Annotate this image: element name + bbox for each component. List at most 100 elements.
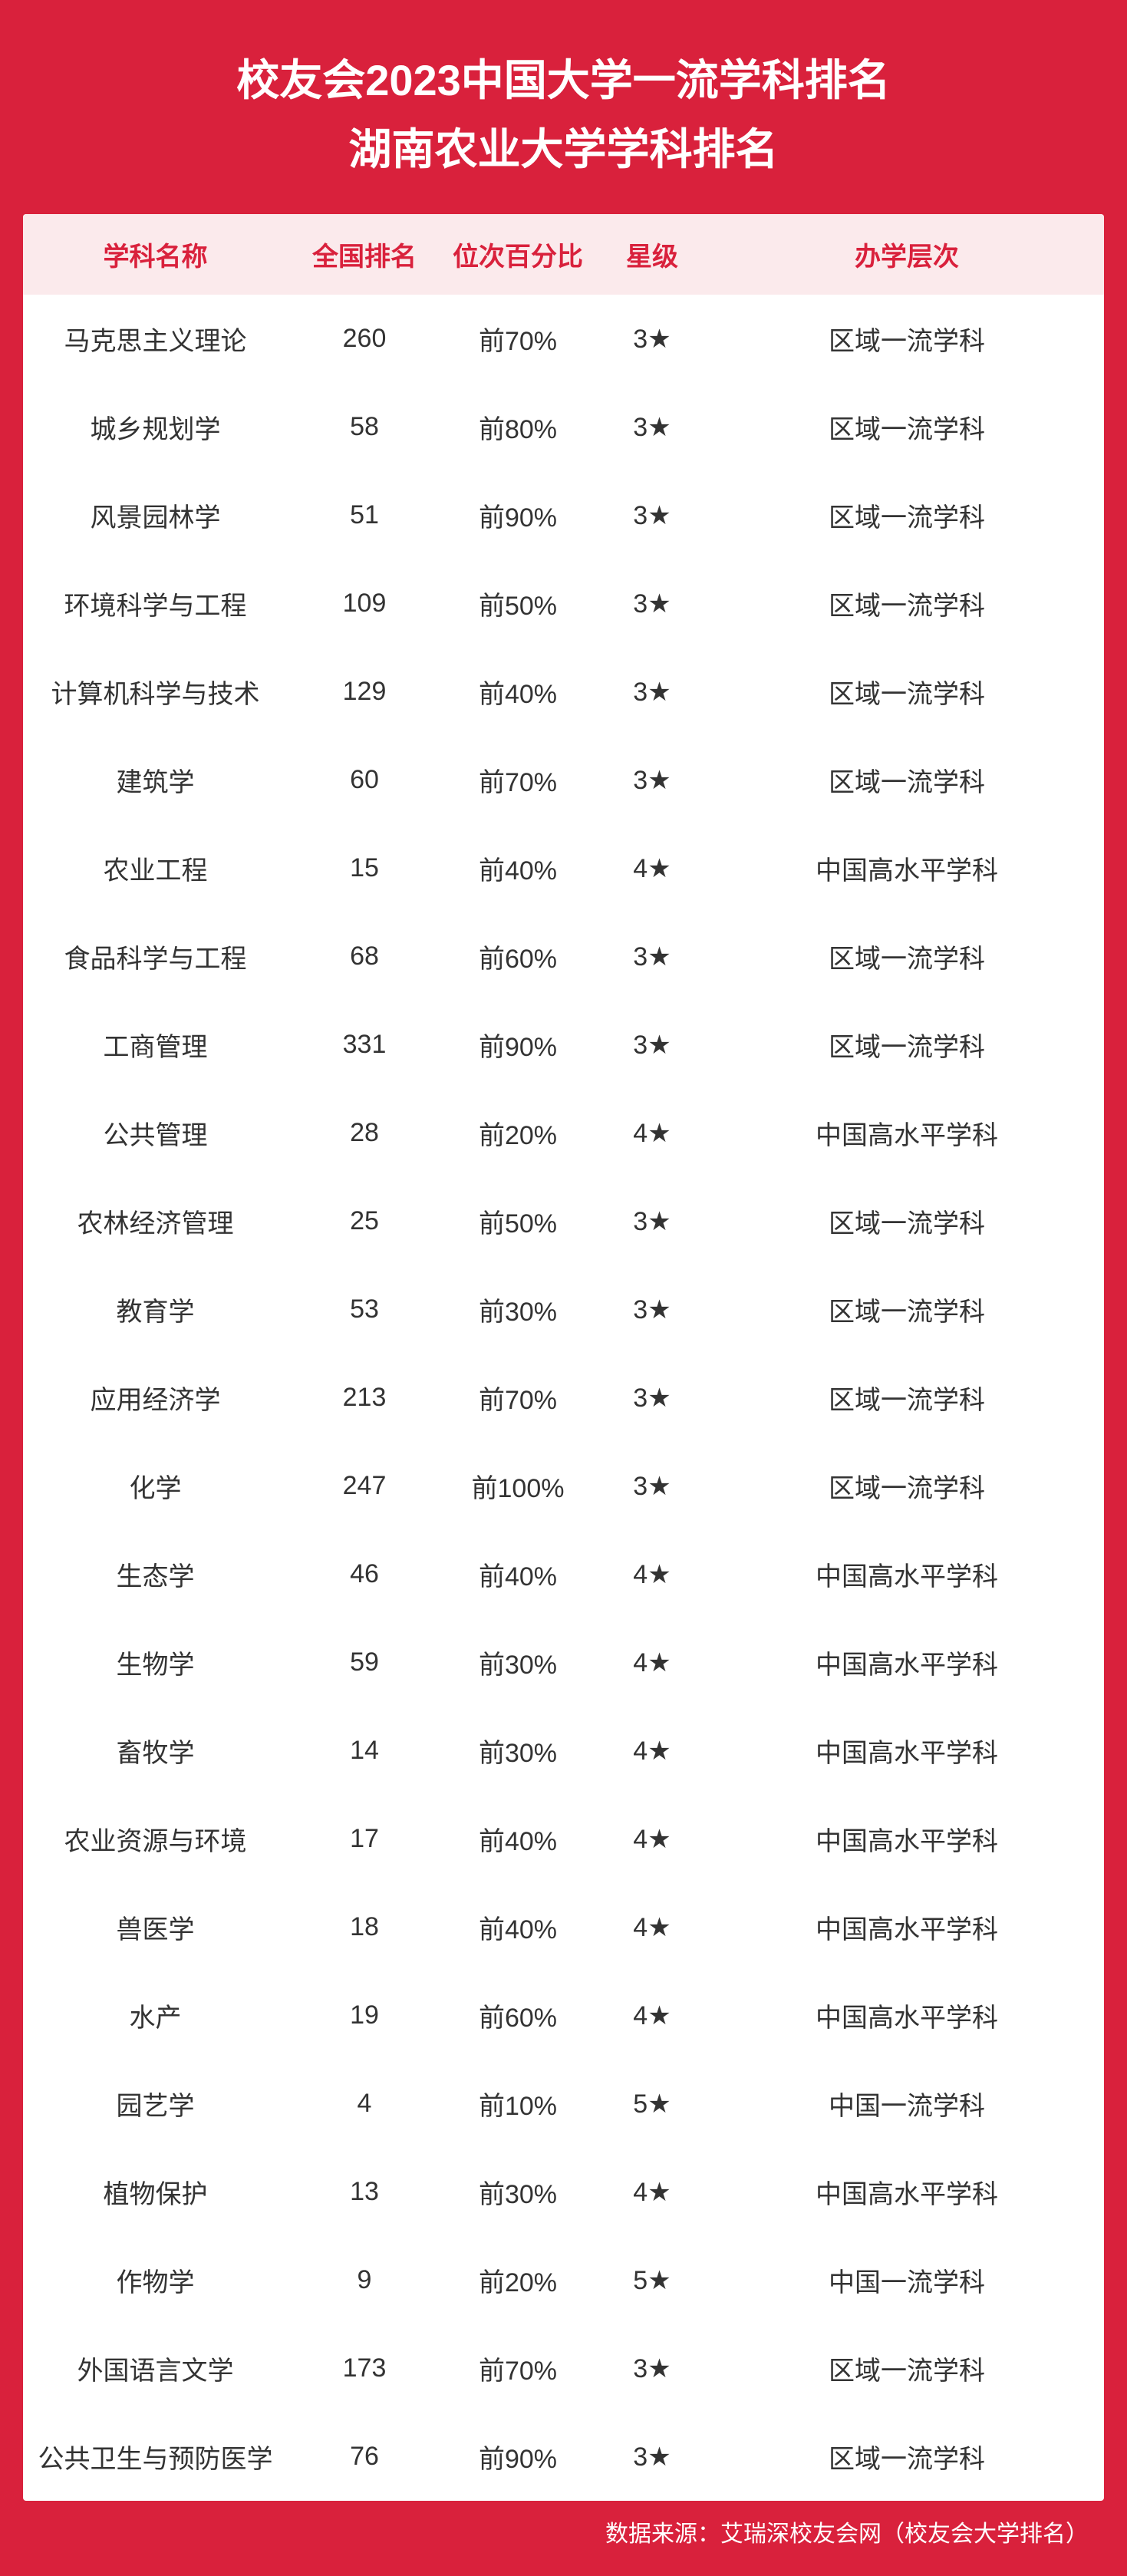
cell-name: 计算机科学与技术	[23, 673, 288, 711]
cell-level: 中国高水平学科	[710, 1908, 1104, 1946]
cell-star: 4★	[595, 853, 710, 884]
cell-percentile: 前60%	[441, 1997, 595, 2034]
cell-level: 区域一流学科	[710, 1026, 1104, 1064]
cell-rank: 17	[288, 1824, 441, 1854]
header-rank: 全国排名	[288, 236, 441, 273]
cell-star: 4★	[595, 1648, 710, 1678]
cell-name: 建筑学	[23, 761, 288, 799]
cell-name: 农业资源与环境	[23, 1820, 288, 1858]
table-row: 环境科学与工程109前50%3★区域一流学科	[23, 559, 1104, 648]
cell-level: 中国高水平学科	[710, 1644, 1104, 1681]
cell-percentile: 前70%	[441, 2350, 595, 2387]
cell-level: 中国高水平学科	[710, 1114, 1104, 1152]
cell-percentile: 前10%	[441, 2085, 595, 2122]
cell-percentile: 前40%	[441, 849, 595, 887]
cell-star: 4★	[595, 1559, 710, 1590]
cell-level: 区域一流学科	[710, 2438, 1104, 2475]
cell-rank: 109	[288, 589, 441, 618]
cell-percentile: 前20%	[441, 2261, 595, 2299]
table-row: 生物学59前30%4★中国高水平学科	[23, 1618, 1104, 1707]
cell-percentile: 前40%	[441, 1555, 595, 1593]
cell-name: 化学	[23, 1467, 288, 1505]
cell-rank: 9	[288, 2265, 441, 2295]
cell-name: 公共管理	[23, 1114, 288, 1152]
cell-percentile: 前70%	[441, 761, 595, 799]
cell-level: 区域一流学科	[710, 1202, 1104, 1240]
cell-percentile: 前90%	[441, 496, 595, 534]
cell-level: 中国高水平学科	[710, 1997, 1104, 2034]
cell-star: 3★	[595, 500, 710, 531]
cell-name: 城乡规划学	[23, 408, 288, 446]
table-row: 园艺学4前10%5★中国一流学科	[23, 2060, 1104, 2148]
cell-star: 3★	[595, 324, 710, 355]
cell-rank: 129	[288, 677, 441, 707]
table-row: 计算机科学与技术129前40%3★区域一流学科	[23, 648, 1104, 736]
cell-name: 工商管理	[23, 1026, 288, 1064]
cell-percentile: 前40%	[441, 1908, 595, 1946]
table-row: 风景园林学51前90%3★区域一流学科	[23, 471, 1104, 559]
title-line-2: 湖南农业大学学科排名	[38, 115, 1089, 184]
cell-name: 食品科学与工程	[23, 938, 288, 975]
table-header-row: 学科名称 全国排名 位次百分比 星级 办学层次	[23, 214, 1104, 295]
cell-star: 5★	[595, 2265, 710, 2296]
cell-percentile: 前80%	[441, 408, 595, 446]
ranking-table: 学科名称 全国排名 位次百分比 星级 办学层次 马克思主义理论260前70%3★…	[23, 214, 1104, 2501]
table-row: 应用经济学213前70%3★区域一流学科	[23, 1354, 1104, 1442]
header-name: 学科名称	[23, 236, 288, 273]
cell-percentile: 前40%	[441, 673, 595, 711]
cell-name: 畜牧学	[23, 1732, 288, 1770]
cell-star: 3★	[595, 942, 710, 972]
cell-name: 生态学	[23, 1555, 288, 1593]
table-row: 农业工程15前40%4★中国高水平学科	[23, 824, 1104, 912]
cell-star: 3★	[595, 412, 710, 443]
cell-level: 区域一流学科	[710, 938, 1104, 975]
cell-rank: 51	[288, 500, 441, 530]
cell-star: 3★	[595, 1206, 710, 1237]
cell-rank: 28	[288, 1118, 441, 1148]
table-row: 作物学9前20%5★中国一流学科	[23, 2236, 1104, 2324]
cell-star: 3★	[595, 2442, 710, 2472]
cell-name: 农业工程	[23, 849, 288, 887]
cell-percentile: 前20%	[441, 1114, 595, 1152]
cell-level: 区域一流学科	[710, 1291, 1104, 1328]
cell-name: 生物学	[23, 1644, 288, 1681]
header-star: 星级	[595, 236, 710, 273]
cell-rank: 60	[288, 765, 441, 795]
cell-name: 外国语言文学	[23, 2350, 288, 2387]
cell-level: 中国一流学科	[710, 2085, 1104, 2122]
cell-star: 4★	[595, 1736, 710, 1766]
cell-level: 中国高水平学科	[710, 1555, 1104, 1593]
cell-rank: 53	[288, 1295, 441, 1324]
cell-name: 水产	[23, 1997, 288, 2034]
cell-name: 教育学	[23, 1291, 288, 1328]
table-row: 水产19前60%4★中国高水平学科	[23, 1971, 1104, 2060]
cell-star: 5★	[595, 2089, 710, 2119]
cell-rank: 260	[288, 324, 441, 354]
cell-percentile: 前30%	[441, 1644, 595, 1681]
cell-rank: 59	[288, 1648, 441, 1677]
cell-star: 4★	[595, 1118, 710, 1149]
cell-rank: 331	[288, 1030, 441, 1060]
table-row: 畜牧学14前30%4★中国高水平学科	[23, 1707, 1104, 1795]
cell-rank: 213	[288, 1383, 441, 1413]
cell-star: 4★	[595, 1912, 710, 1943]
cell-level: 区域一流学科	[710, 1379, 1104, 1417]
cell-rank: 247	[288, 1471, 441, 1501]
header-percentile: 位次百分比	[441, 236, 595, 273]
cell-name: 风景园林学	[23, 496, 288, 534]
cell-star: 3★	[595, 677, 710, 707]
cell-rank: 46	[288, 1559, 441, 1589]
cell-level: 中国高水平学科	[710, 2173, 1104, 2211]
cell-percentile: 前70%	[441, 1379, 595, 1417]
cell-star: 3★	[595, 2353, 710, 2384]
cell-percentile: 前30%	[441, 1291, 595, 1328]
cell-percentile: 前40%	[441, 1820, 595, 1858]
table-body: 马克思主义理论260前70%3★区域一流学科城乡规划学58前80%3★区域一流学…	[23, 295, 1104, 2501]
table-row: 工商管理331前90%3★区域一流学科	[23, 1001, 1104, 1089]
cell-percentile: 前100%	[441, 1467, 595, 1505]
table-row: 马克思主义理论260前70%3★区域一流学科	[23, 295, 1104, 383]
cell-name: 环境科学与工程	[23, 585, 288, 622]
cell-name: 马克思主义理论	[23, 320, 288, 358]
cell-percentile: 前30%	[441, 2173, 595, 2211]
cell-star: 3★	[595, 765, 710, 796]
